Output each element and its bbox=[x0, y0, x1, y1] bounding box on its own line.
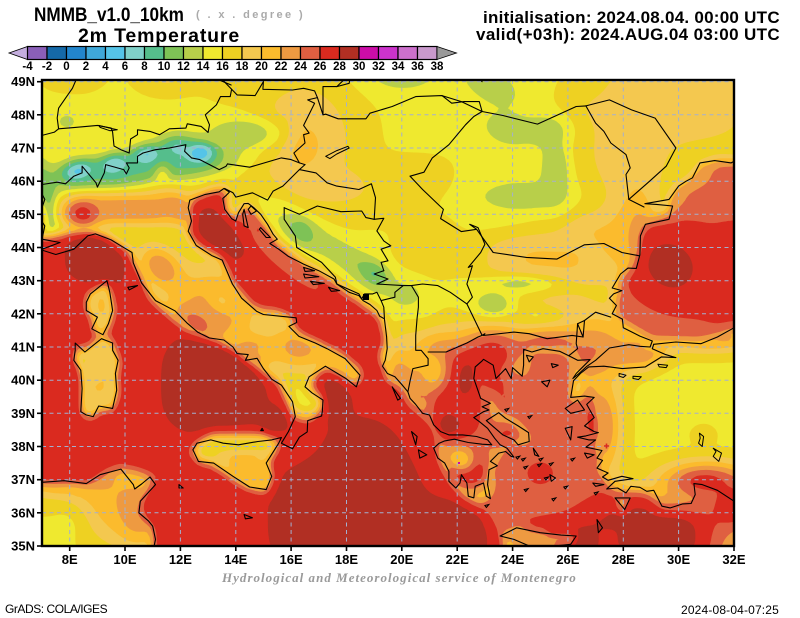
svg-text:4: 4 bbox=[102, 61, 109, 73]
svg-text:10E: 10E bbox=[113, 552, 136, 567]
svg-text:26E: 26E bbox=[556, 552, 579, 567]
svg-text:22: 22 bbox=[275, 61, 288, 73]
svg-text:-4: -4 bbox=[22, 61, 33, 73]
svg-text:47N: 47N bbox=[11, 141, 35, 156]
svg-text:24E: 24E bbox=[501, 552, 524, 567]
svg-text:45N: 45N bbox=[11, 207, 35, 222]
svg-text:34: 34 bbox=[392, 61, 405, 73]
svg-text:24: 24 bbox=[294, 61, 307, 73]
svg-text:14: 14 bbox=[197, 61, 210, 73]
svg-text:38N: 38N bbox=[11, 439, 35, 454]
svg-text:26: 26 bbox=[314, 61, 327, 73]
svg-text:18E: 18E bbox=[335, 552, 358, 567]
svg-text:20E: 20E bbox=[390, 552, 413, 567]
svg-text:8: 8 bbox=[141, 61, 148, 73]
svg-text:32E: 32E bbox=[722, 552, 745, 567]
svg-text:44N: 44N bbox=[11, 240, 35, 255]
svg-text:38: 38 bbox=[431, 61, 444, 73]
svg-text:43N: 43N bbox=[11, 273, 35, 288]
svg-text:22E: 22E bbox=[446, 552, 469, 567]
svg-text:20: 20 bbox=[255, 61, 268, 73]
svg-text:46N: 46N bbox=[11, 174, 35, 189]
svg-text:12E: 12E bbox=[169, 552, 192, 567]
svg-text:30: 30 bbox=[353, 61, 366, 73]
svg-text:36N: 36N bbox=[11, 505, 35, 520]
svg-text:2: 2 bbox=[83, 61, 89, 73]
svg-text:30E: 30E bbox=[667, 552, 690, 567]
svg-text:28: 28 bbox=[333, 61, 346, 73]
svg-text:14E: 14E bbox=[224, 552, 247, 567]
svg-text:-2: -2 bbox=[42, 61, 52, 73]
svg-text:10: 10 bbox=[158, 61, 171, 73]
svg-text:36: 36 bbox=[411, 61, 424, 73]
svg-text:18: 18 bbox=[236, 61, 249, 73]
svg-text:35N: 35N bbox=[11, 539, 35, 554]
svg-text:8E: 8E bbox=[62, 552, 78, 567]
svg-text:37N: 37N bbox=[11, 472, 35, 487]
svg-text:16E: 16E bbox=[280, 552, 303, 567]
svg-text:42N: 42N bbox=[11, 306, 35, 321]
svg-text:0: 0 bbox=[63, 61, 69, 73]
svg-text:48N: 48N bbox=[11, 107, 35, 122]
svg-text:16: 16 bbox=[216, 61, 229, 73]
svg-text:28E: 28E bbox=[612, 552, 635, 567]
svg-text:32: 32 bbox=[372, 61, 385, 73]
svg-text:39N: 39N bbox=[11, 406, 35, 421]
svg-text:41N: 41N bbox=[11, 340, 35, 355]
svg-text:49N: 49N bbox=[11, 74, 35, 89]
svg-text:40N: 40N bbox=[11, 373, 35, 388]
svg-text:12: 12 bbox=[177, 61, 190, 73]
svg-text:6: 6 bbox=[122, 61, 128, 73]
